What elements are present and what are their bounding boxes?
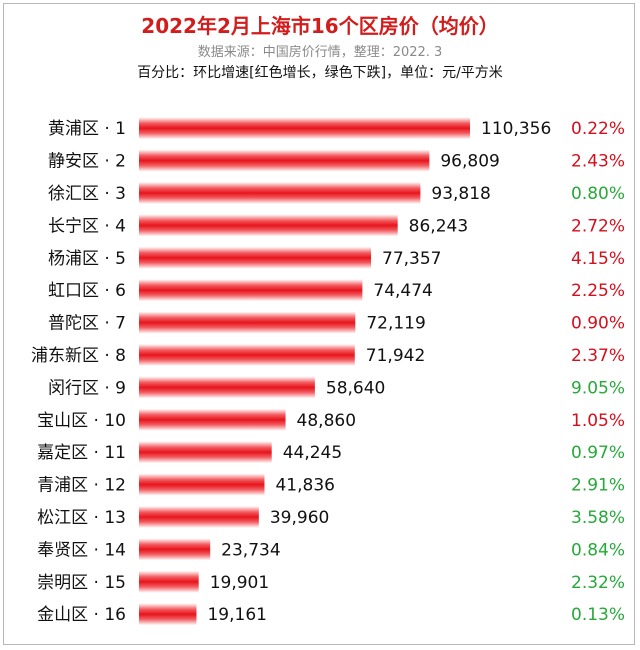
bar [139,570,199,593]
bar [139,279,363,302]
bar [139,182,421,204]
value-label: 58,640 [326,378,385,398]
value-label: 93,818 [431,184,490,204]
category-label: 宝山区 · 10 [37,411,126,431]
change-percent-label: 2.25% [571,281,625,301]
change-percent-label: 0.13% [571,605,625,625]
change-percent-label: 0.97% [571,443,625,463]
category-label: 徐汇区 · 3 [48,184,126,204]
bar [139,246,372,269]
value-label: 86,243 [409,216,468,236]
value-label: 110,356 [481,119,551,139]
value-label: 96,809 [440,152,499,172]
value-label: 23,734 [221,540,280,560]
change-percent-label: 9.05% [571,378,625,398]
bar [139,117,470,140]
value-label: 77,357 [382,249,441,269]
change-percent-label: 0.80% [571,184,625,204]
bar [139,473,265,496]
value-label: 72,119 [366,314,425,334]
value-label: 48,860 [297,411,356,431]
category-label: 闵行区 · 9 [48,378,126,398]
chart-title: 2022年2月上海市16个区房价（均价） [141,14,499,38]
bar [139,506,259,528]
category-label: 松江区 · 13 [37,508,126,528]
bar [139,376,315,399]
value-label: 71,942 [366,346,425,366]
bar [139,408,286,431]
change-percent-label: 2.32% [571,573,625,593]
bar [139,538,211,561]
value-label: 19,161 [207,605,266,625]
bar [139,214,398,237]
value-label: 74,474 [373,281,432,301]
value-label: 19,901 [210,573,269,593]
change-percent-label: 0.84% [571,540,625,560]
bar [139,603,197,626]
category-label: 普陀区 · 7 [48,314,126,334]
change-percent-label: 1.05% [571,411,625,431]
change-percent-label: 0.90% [571,314,625,334]
category-label: 静安区 · 2 [48,152,126,172]
category-label: 嘉定区 · 11 [37,443,126,463]
category-label: 虹口区 · 6 [48,281,126,301]
category-label: 金山区 · 16 [37,605,126,625]
category-label: 杨浦区 · 5 [48,249,126,269]
value-label: 41,836 [275,476,334,496]
chart-subtitle: 数据来源：中国房价行情，整理：2022. 3 [197,45,443,60]
chart-frame [3,3,635,645]
value-label: 39,960 [270,508,329,528]
category-label: 黄浦区 · 1 [48,119,126,139]
change-percent-label: 3.58% [571,508,625,528]
change-percent-label: 2.43% [571,152,625,172]
category-label: 奉贤区 · 14 [37,540,126,560]
change-percent-label: 2.91% [571,476,625,496]
category-label: 长宁区 · 4 [48,216,126,236]
change-percent-label: 2.37% [571,346,625,366]
category-label: 浦东新区 · 8 [31,346,126,366]
change-percent-label: 2.72% [571,216,625,236]
value-label: 44,245 [283,443,342,463]
category-label: 青浦区 · 12 [37,476,126,496]
bar [139,149,430,172]
bar [139,344,355,366]
bar [139,311,356,334]
category-label: 崇明区 · 15 [37,573,126,593]
bar [139,441,272,464]
change-percent-label: 4.15% [571,249,625,269]
chart-note: 百分比：环比增速[红色增长，绿色下跌]，单位：元/平方米 [137,65,503,81]
change-percent-label: 0.22% [571,119,625,139]
